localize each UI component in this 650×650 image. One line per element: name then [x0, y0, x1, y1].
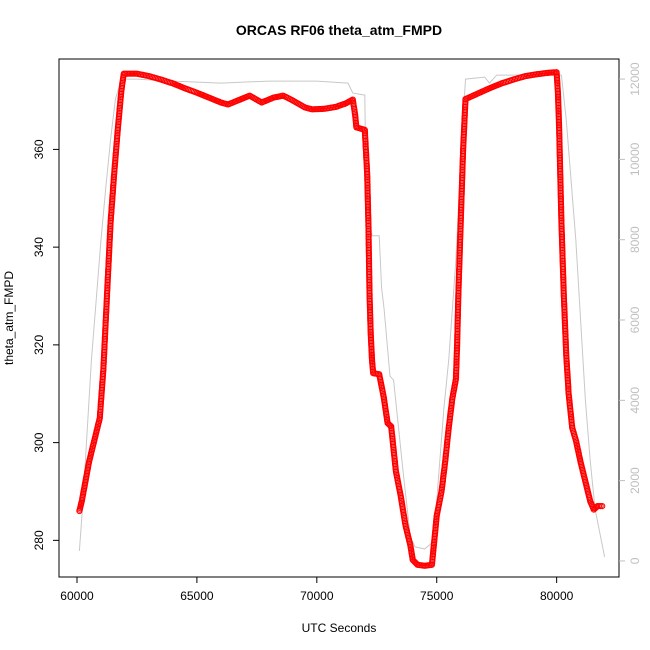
y2-tick-label: 2000 — [628, 467, 642, 494]
y-tick-label: 320 — [32, 335, 46, 355]
plot-frame — [58, 58, 620, 578]
y2-tick-label: 6000 — [628, 306, 642, 333]
secondary-series — [78, 74, 606, 557]
x-axis: 60000 65000 70000 75000 80000 — [60, 576, 574, 603]
y2-tick-label: 10000 — [628, 142, 642, 176]
y-axis-label: theta_atm_FMPD — [2, 271, 16, 365]
data-point — [599, 503, 606, 510]
x-tick-label: 60000 — [60, 589, 94, 603]
y2-tick-label: 0 — [628, 557, 642, 564]
chart-title: ORCAS RF06 theta_atm_FMPD — [236, 22, 442, 38]
y-tick-label: 340 — [32, 237, 46, 257]
y2-tick-label: 12000 — [628, 62, 642, 96]
y2-axis: 0 2000 4000 6000 8000 10000 12000 — [619, 62, 642, 564]
y-tick-label: 280 — [32, 530, 46, 550]
secondary-series-line — [78, 74, 606, 557]
y-tick-label: 360 — [32, 139, 46, 159]
x-tick-label: 70000 — [300, 589, 334, 603]
x-tick-label: 80000 — [540, 589, 574, 603]
x-axis-label: UTC Seconds — [302, 621, 377, 635]
y-tick-label: 300 — [32, 432, 46, 452]
y2-tick-label: 8000 — [628, 226, 642, 253]
x-tick-label: 75000 — [420, 589, 454, 603]
y-axis: 280 300 320 340 360 — [32, 139, 59, 550]
y2-tick-label: 4000 — [628, 387, 642, 414]
x-tick-label: 65000 — [180, 589, 214, 603]
primary-series — [76, 69, 606, 569]
